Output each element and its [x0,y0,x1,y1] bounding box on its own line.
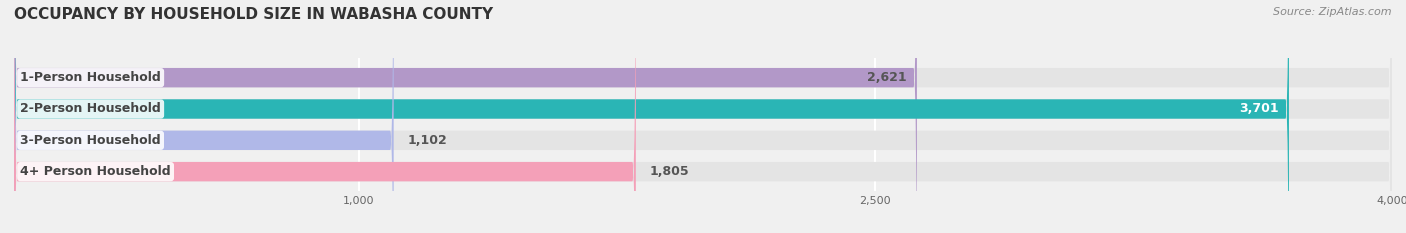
FancyBboxPatch shape [14,0,917,233]
Text: Source: ZipAtlas.com: Source: ZipAtlas.com [1274,7,1392,17]
Text: 1,102: 1,102 [408,134,447,147]
Text: 3-Person Household: 3-Person Household [20,134,160,147]
FancyBboxPatch shape [14,0,636,233]
FancyBboxPatch shape [14,0,1392,233]
Text: 3,701: 3,701 [1239,103,1278,116]
Text: 4+ Person Household: 4+ Person Household [20,165,172,178]
FancyBboxPatch shape [14,0,1392,233]
Text: 1-Person Household: 1-Person Household [20,71,162,84]
Text: 1,805: 1,805 [650,165,689,178]
Text: 2-Person Household: 2-Person Household [20,103,162,116]
FancyBboxPatch shape [14,0,1289,233]
FancyBboxPatch shape [14,0,1392,233]
Text: OCCUPANCY BY HOUSEHOLD SIZE IN WABASHA COUNTY: OCCUPANCY BY HOUSEHOLD SIZE IN WABASHA C… [14,7,494,22]
Text: 2,621: 2,621 [868,71,907,84]
FancyBboxPatch shape [14,0,394,233]
FancyBboxPatch shape [14,0,1392,233]
